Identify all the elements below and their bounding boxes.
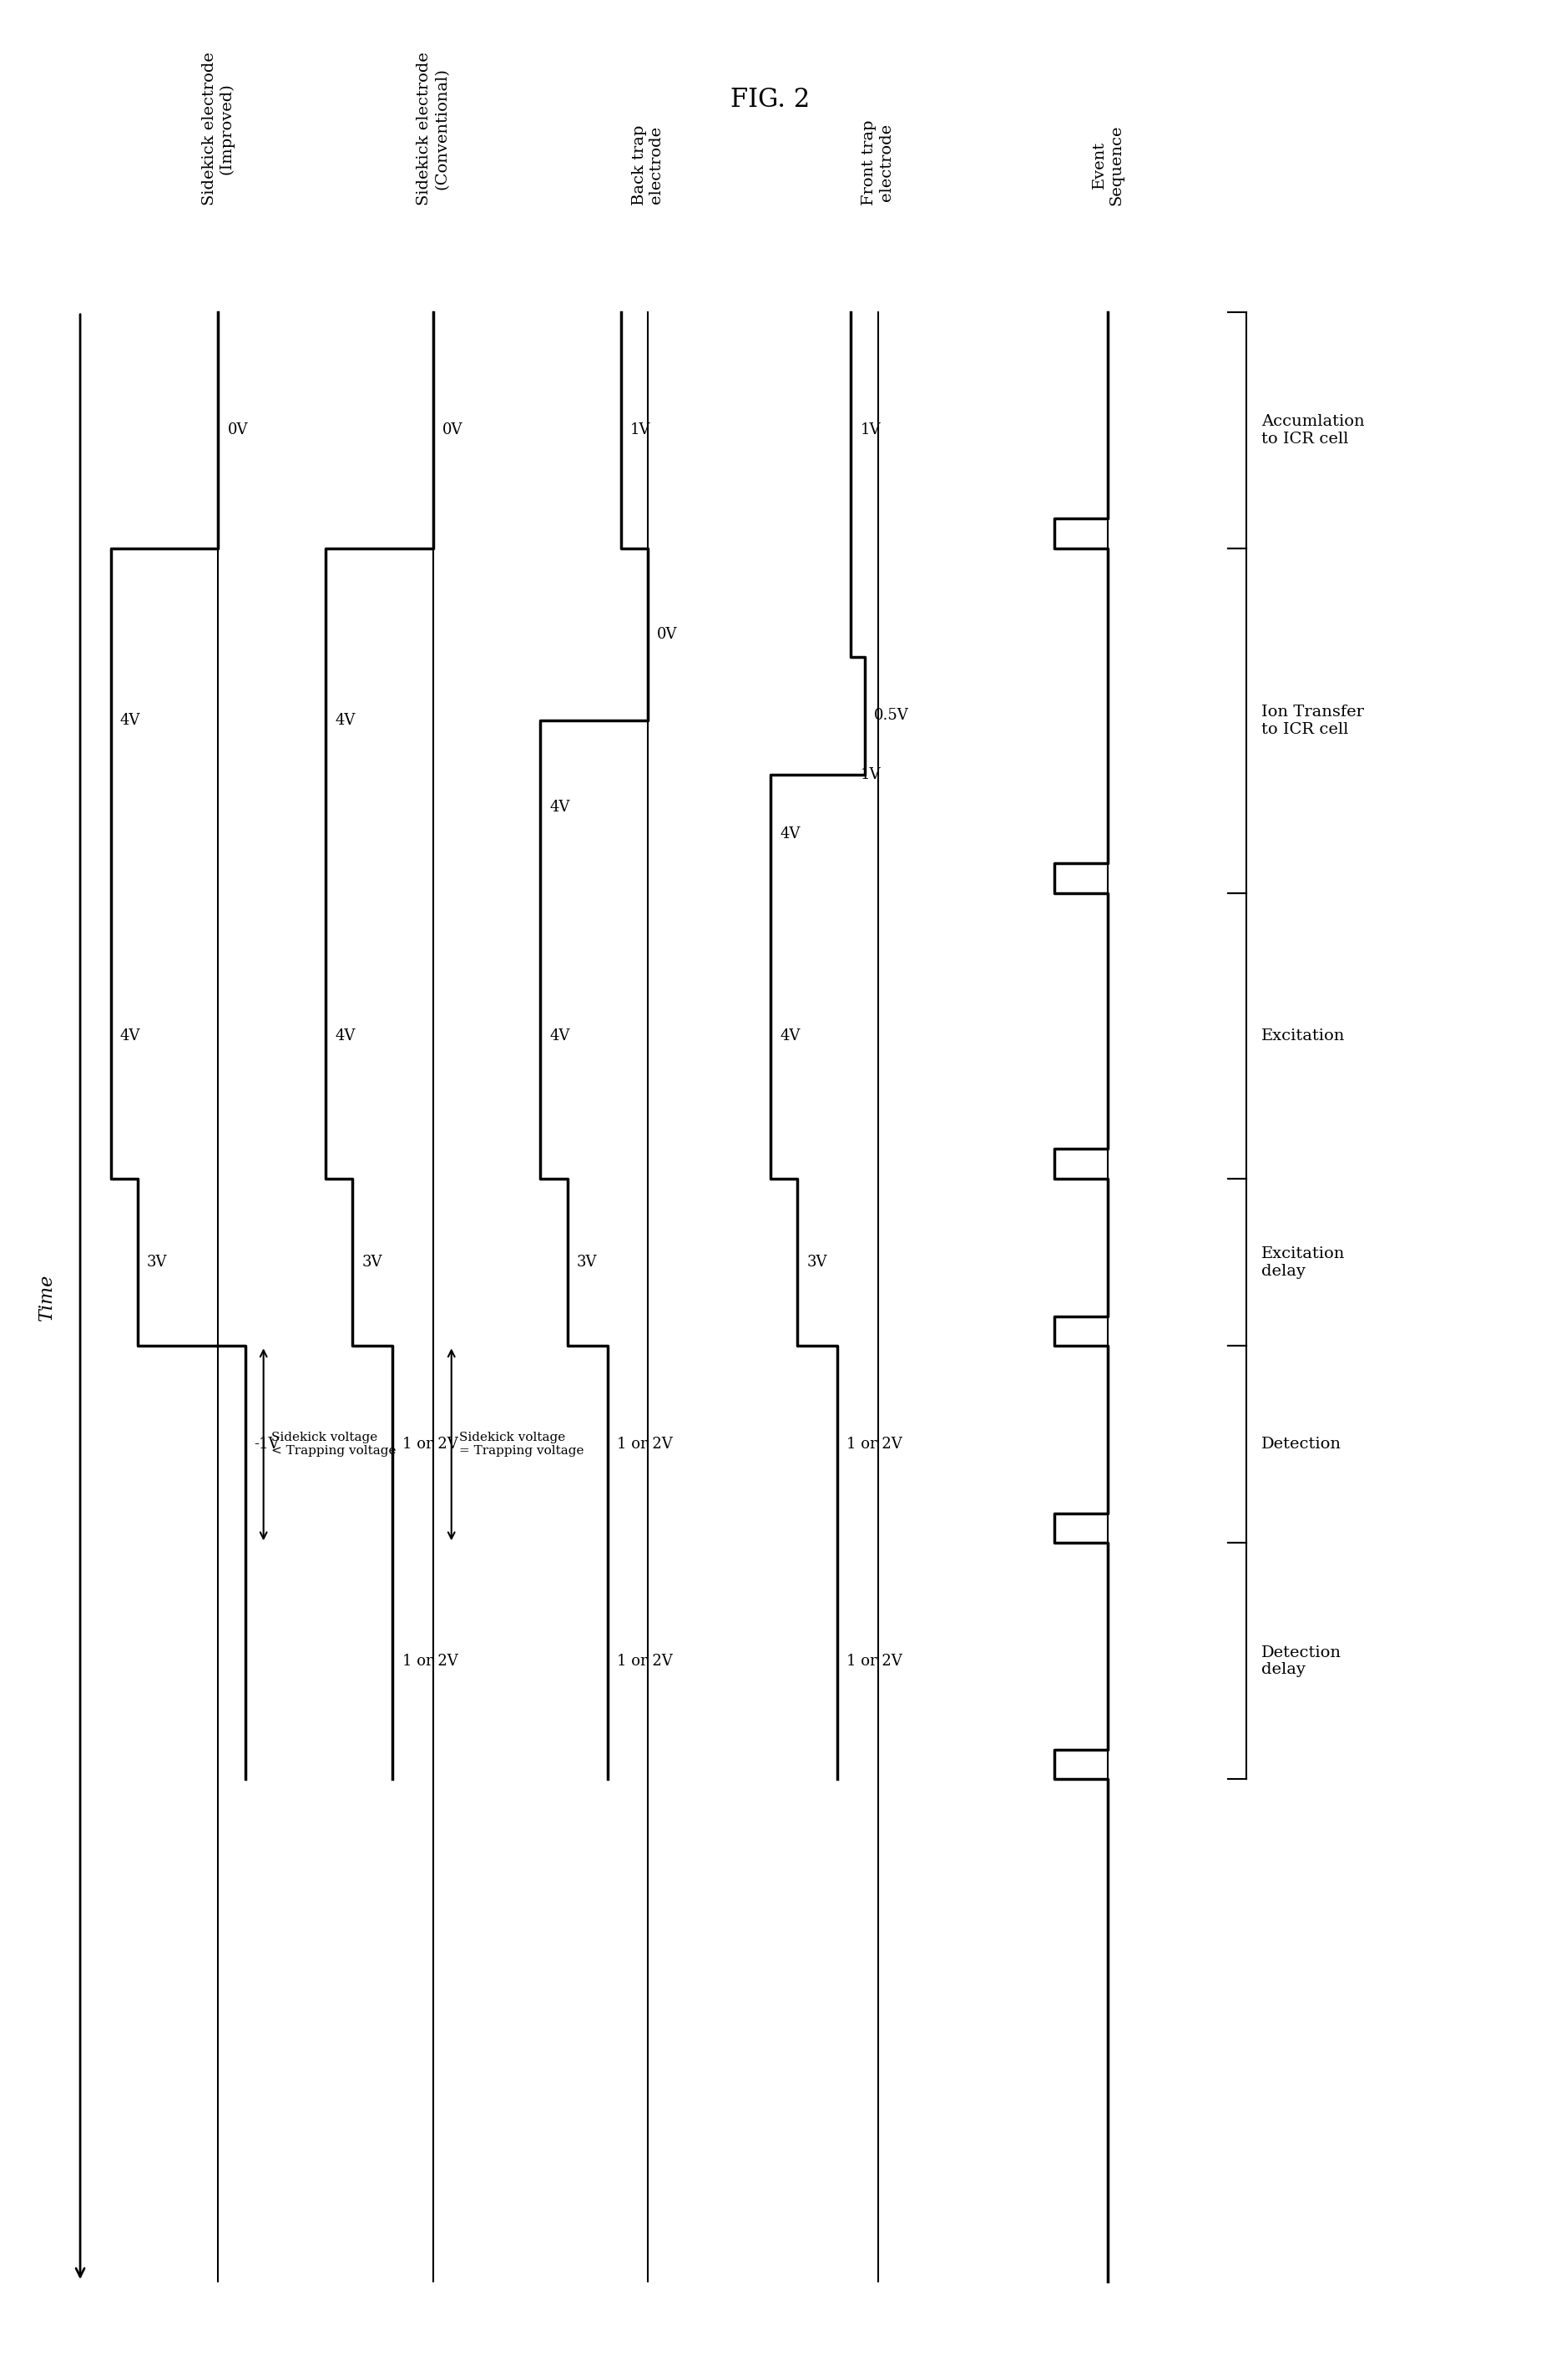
Text: 1V: 1V: [630, 424, 650, 438]
Text: 4V: 4V: [780, 826, 800, 843]
Text: Sidekick electrode
(Improved): Sidekick electrode (Improved): [202, 52, 234, 205]
Text: 4V: 4V: [120, 1028, 140, 1042]
Text: 0V: 0V: [656, 626, 678, 643]
Text: 1V: 1V: [860, 766, 881, 783]
Text: -1V: -1V: [254, 1438, 280, 1452]
Text: 0.5V: 0.5V: [874, 709, 909, 724]
Text: 1 or 2V: 1 or 2V: [848, 1654, 903, 1668]
Text: Back trap
electrode: Back trap electrode: [632, 124, 664, 205]
Text: 0V: 0V: [228, 424, 248, 438]
Text: 4V: 4V: [550, 800, 570, 814]
Text: Time: Time: [37, 1273, 55, 1321]
Text: Sidekick voltage
< Trapping voltage: Sidekick voltage < Trapping voltage: [271, 1433, 396, 1457]
Text: Excitation: Excitation: [1262, 1028, 1345, 1042]
Text: FIG. 2: FIG. 2: [730, 86, 811, 112]
Text: 4V: 4V: [780, 1028, 800, 1042]
Text: Front trap
electrode: Front trap electrode: [861, 119, 894, 205]
Text: 1 or 2V: 1 or 2V: [402, 1654, 458, 1668]
Text: 3V: 3V: [362, 1254, 382, 1271]
Text: 3V: 3V: [806, 1254, 828, 1271]
Text: Event
Sequence: Event Sequence: [1091, 124, 1125, 205]
Text: 1 or 2V: 1 or 2V: [848, 1438, 903, 1452]
Text: Sidekick voltage
= Trapping voltage: Sidekick voltage = Trapping voltage: [459, 1433, 584, 1457]
Text: Ion Transfer
to ICR cell: Ion Transfer to ICR cell: [1262, 704, 1364, 738]
Text: 3V: 3V: [146, 1254, 168, 1271]
Text: 4V: 4V: [334, 1028, 354, 1042]
Text: 3V: 3V: [576, 1254, 596, 1271]
Text: 1 or 2V: 1 or 2V: [402, 1438, 458, 1452]
Text: 4V: 4V: [120, 714, 140, 728]
Text: 1 or 2V: 1 or 2V: [616, 1654, 672, 1668]
Text: 4V: 4V: [334, 714, 354, 728]
Text: Sidekick electrode
(Conventional): Sidekick electrode (Conventional): [416, 52, 450, 205]
Text: Detection
delay: Detection delay: [1262, 1645, 1342, 1678]
Text: 1 or 2V: 1 or 2V: [616, 1438, 672, 1452]
Text: 4V: 4V: [550, 1028, 570, 1042]
Text: Accumlation
to ICR cell: Accumlation to ICR cell: [1262, 414, 1365, 447]
Text: 0V: 0V: [442, 424, 462, 438]
Text: 1V: 1V: [860, 424, 881, 438]
Text: Excitation
delay: Excitation delay: [1262, 1247, 1345, 1278]
Text: Detection: Detection: [1262, 1438, 1342, 1452]
